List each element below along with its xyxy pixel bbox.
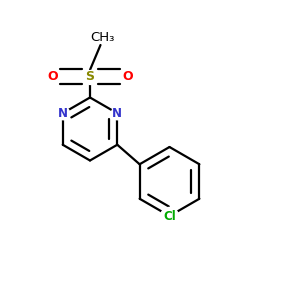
Text: O: O (122, 70, 133, 83)
Text: Cl: Cl (163, 209, 176, 223)
Text: CH₃: CH₃ (90, 31, 114, 44)
Text: S: S (85, 70, 94, 83)
Text: N: N (58, 107, 68, 120)
Text: O: O (47, 70, 58, 83)
Text: N: N (112, 107, 122, 120)
